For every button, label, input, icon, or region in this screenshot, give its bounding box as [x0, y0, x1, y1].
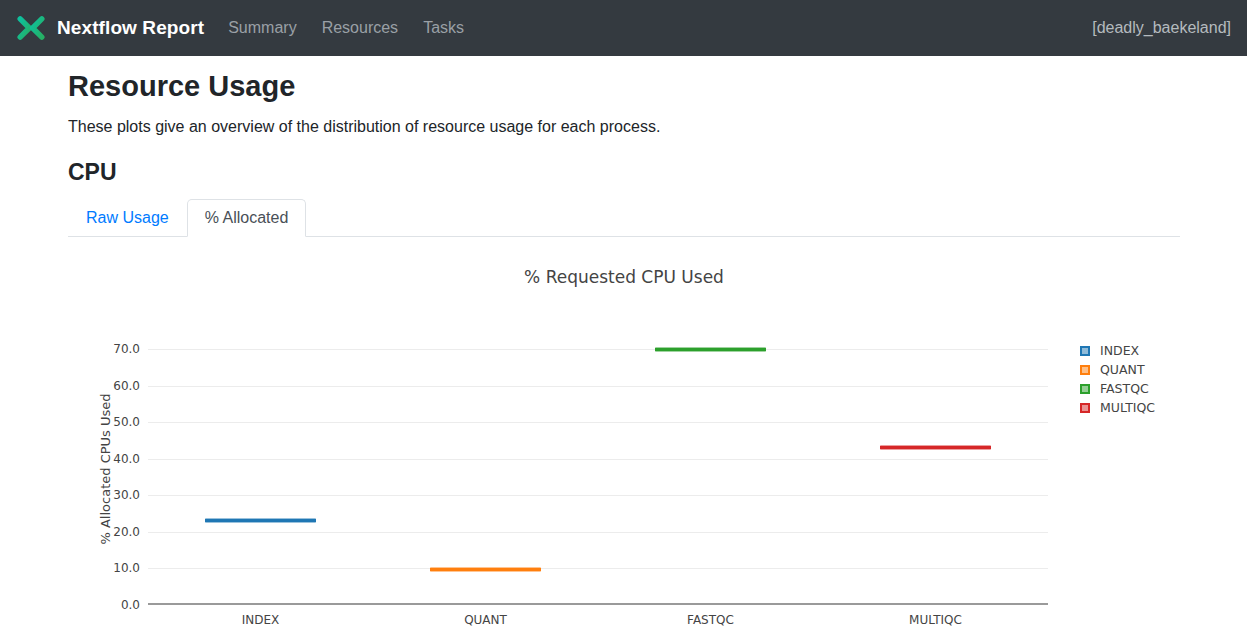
legend-swatch-icon [1080, 384, 1090, 394]
gridline [148, 495, 1048, 496]
y-tick-label: 50.0 [84, 414, 140, 430]
y-tick-label: 40.0 [84, 451, 140, 467]
x-tick-label: MULTIQC [866, 613, 1006, 627]
box-series-multiqc[interactable] [880, 445, 991, 450]
y-tick-label: 70.0 [84, 341, 140, 357]
box-median-line [430, 568, 541, 571]
plot-area [148, 333, 1048, 605]
legend-label: FASTQC [1100, 381, 1149, 396]
x-tick-label: INDEX [191, 613, 331, 627]
box-series-quant[interactable] [430, 567, 541, 572]
legend-item-multiqc[interactable]: MULTIQC [1080, 398, 1155, 417]
legend-swatch-icon [1080, 403, 1090, 413]
y-tick-label: 10.0 [84, 560, 140, 576]
chart-legend: INDEX QUANT FASTQC MULTIQC [1080, 341, 1155, 417]
box-series-index[interactable] [205, 518, 316, 523]
legend-item-fastqc[interactable]: FASTQC [1080, 379, 1155, 398]
gridline [148, 386, 1048, 387]
box-median-line [880, 446, 991, 449]
nav-item-summary[interactable]: Summary [228, 11, 296, 45]
chart-title: % Requested CPU Used [68, 267, 1180, 287]
brand[interactable]: Nextflow Report [16, 15, 204, 41]
legend-swatch-icon [1080, 365, 1090, 375]
legend-item-index[interactable]: INDEX [1080, 341, 1155, 360]
box-median-line [205, 519, 316, 522]
box-median-line [655, 348, 766, 351]
gridline [148, 459, 1048, 460]
run-name-badge: [deadly_baekeland] [1092, 19, 1231, 37]
x-tick-label: FASTQC [641, 613, 781, 627]
legend-label: MULTIQC [1100, 400, 1155, 415]
box-series-fastqc[interactable] [655, 347, 766, 352]
gridline [148, 349, 1048, 350]
legend-label: INDEX [1100, 343, 1139, 358]
y-tick-label: 60.0 [84, 378, 140, 394]
nav-item-resources[interactable]: Resources [322, 11, 398, 45]
gridline [148, 532, 1048, 533]
y-tick-label: 20.0 [84, 524, 140, 540]
page-subtitle: These plots give an overview of the dist… [68, 117, 1180, 137]
legend-label: QUANT [1100, 362, 1145, 377]
section-heading-cpu: CPU [68, 158, 1180, 186]
tab-percent-allocated[interactable]: % Allocated [187, 199, 307, 237]
legend-swatch-icon [1080, 346, 1090, 356]
brand-title: Nextflow Report [57, 17, 204, 39]
tab-raw-usage[interactable]: Raw Usage [68, 199, 187, 237]
x-tick-label: QUANT [416, 613, 556, 627]
page-title: Resource Usage [68, 68, 1180, 104]
legend-item-quant[interactable]: QUANT [1080, 360, 1155, 379]
gridline [148, 568, 1048, 569]
top-navbar: Nextflow Report Summary Resources Tasks … [0, 0, 1247, 56]
cpu-tab-bar: Raw Usage % Allocated [68, 199, 1180, 237]
nextflow-logo-icon [16, 15, 46, 41]
nav-item-tasks[interactable]: Tasks [423, 11, 464, 45]
cpu-allocated-chart: % Requested CPU Used % Allocated CPUs Us… [68, 237, 1180, 631]
y-tick-label: 0.0 [84, 597, 140, 613]
main-content: Resource Usage These plots give an overv… [0, 56, 1247, 631]
header-nav: Summary Resources Tasks [228, 11, 489, 45]
y-tick-label: 30.0 [84, 487, 140, 503]
gridline [148, 422, 1048, 423]
